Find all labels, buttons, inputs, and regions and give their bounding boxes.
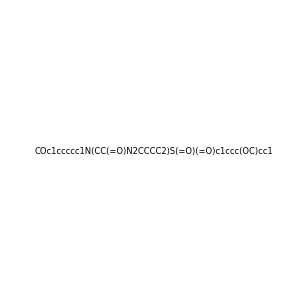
Text: COc1ccccc1N(CC(=O)N2CCCC2)S(=O)(=O)c1ccc(OC)cc1: COc1ccccc1N(CC(=O)N2CCCC2)S(=O)(=O)c1ccc…	[34, 147, 273, 156]
